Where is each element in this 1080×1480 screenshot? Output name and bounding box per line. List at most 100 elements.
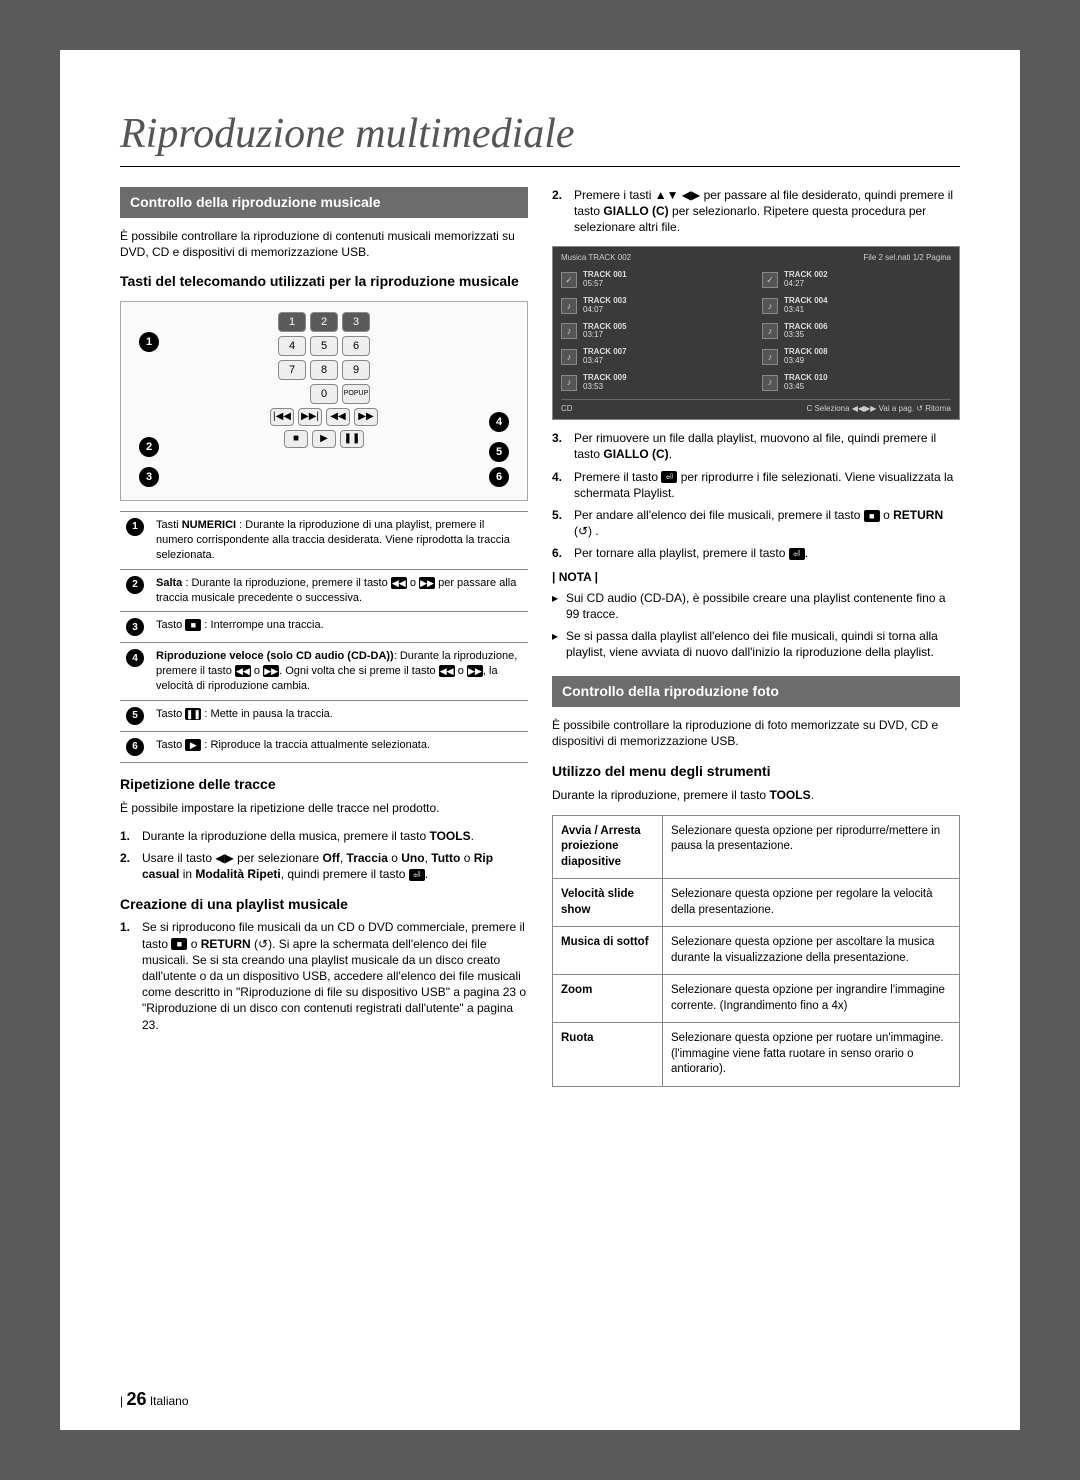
- tools-option-desc: Selezionare questa opzione per regolare …: [663, 879, 960, 927]
- legend-row: 5 Tasto ❚❚ : Mette in pausa la traccia.: [120, 700, 528, 731]
- track-item: ✓TRACK 00105:57: [561, 269, 750, 291]
- track-item: ♪TRACK 00304:07: [561, 295, 750, 317]
- tools-row: Velocità slide showSelezionare questa op…: [553, 879, 960, 927]
- music-control-header: Controllo della riproduzione musicale: [120, 187, 528, 218]
- music-note-icon: ♪: [561, 298, 577, 314]
- repeat-subhead: Ripetizione delle tracce: [120, 775, 528, 794]
- legend-num: 6: [126, 738, 144, 756]
- remote-keypad: 1 2 3 4 5 6 7 8 9: [254, 312, 394, 452]
- page-number: 26: [126, 1389, 146, 1409]
- instruction-step: 4.Premere il tasto ⏎ per riprodurre i fi…: [552, 469, 960, 501]
- tools-option-name: Musica di sottof: [553, 927, 663, 975]
- key-1: 1: [278, 312, 306, 332]
- nota-item: Se si passa dalla playlist all'elenco de…: [552, 628, 960, 660]
- music-note-icon: ✓: [762, 272, 778, 288]
- remote-diagram: 1 2 3 4 5 6 7 8 9: [120, 301, 528, 501]
- left-column: Controllo della riproduzione musicale È …: [120, 187, 528, 1087]
- music-header-left: Musica TRACK 002: [561, 253, 631, 264]
- legend-desc: Riproduzione veloce (solo CD audio (CD-D…: [150, 643, 528, 701]
- music-header-right: File 2 sel.nati 1/2 Pagina: [863, 253, 951, 264]
- legend-desc: Salta : Durante la riproduzione, premere…: [150, 569, 528, 612]
- key-ffwd: ▶▶: [354, 408, 378, 426]
- tools-option-desc: Selezionare questa opzione per ingrandir…: [663, 975, 960, 1023]
- music-note-icon: ✓: [561, 272, 577, 288]
- photo-intro: È possibile controllare la riproduzione …: [552, 717, 960, 749]
- manual-page: Riproduzione multimediale Controllo dell…: [60, 50, 1020, 1430]
- key-rew: ◀◀: [326, 408, 350, 426]
- playlist-steps: 1.Se si riproducono file musicali da un …: [120, 919, 528, 1032]
- legend-num: 4: [126, 649, 144, 667]
- music-bottom-left: CD: [561, 404, 573, 415]
- nota-item: Sui CD audio (CD-DA), è possibile creare…: [552, 590, 960, 622]
- track-item: ♪TRACK 00903:53: [561, 372, 750, 394]
- page-title: Riproduzione multimediale: [120, 110, 960, 167]
- music-note-icon: ♪: [762, 298, 778, 314]
- legend-row: 4 Riproduzione veloce (solo CD audio (CD-…: [120, 643, 528, 701]
- callout-3: 3: [139, 467, 159, 487]
- music-intro: È possibile controllare la riproduzione …: [120, 228, 528, 260]
- track-item: ♪TRACK 01003:45: [762, 372, 951, 394]
- tools-row: Musica di sottofSelezionare questa opzio…: [553, 927, 960, 975]
- key-stop: ■: [284, 430, 308, 448]
- track-item: ♪TRACK 00503:17: [561, 321, 750, 343]
- callout-6: 6: [489, 467, 509, 487]
- tools-row: ZoomSelezionare questa opzione per ingra…: [553, 975, 960, 1023]
- tools-option-name: Velocità slide show: [553, 879, 663, 927]
- key-popup: POPUP: [342, 384, 370, 404]
- music-bottom-right: C Seleziona ◀◀▶▶ Vai a pag. ↺ Ritorna: [806, 404, 951, 415]
- tools-option-desc: Selezionare questa opzione per ruotare u…: [663, 1023, 960, 1087]
- music-note-icon: ♪: [561, 375, 577, 391]
- key-5: 5: [310, 336, 338, 356]
- step-2: Premere i tasti ▲▼ ◀▶ per passare al fil…: [574, 187, 960, 236]
- tools-option-name: Zoom: [553, 975, 663, 1023]
- repeat-step: 2.Usare il tasto ◀▶ per selezionare Off,…: [120, 850, 528, 882]
- track-item: ♪TRACK 00403:41: [762, 295, 951, 317]
- legend-row: 3 Tasto ■ : Interrompe una traccia.: [120, 612, 528, 643]
- nota-list: Sui CD audio (CD-DA), è possibile creare…: [552, 590, 960, 661]
- key-9: 9: [342, 360, 370, 380]
- legend-desc: Tasto ❚❚ : Mette in pausa la traccia.: [150, 700, 528, 731]
- continued-steps: 2.Premere i tasti ▲▼ ◀▶ per passare al f…: [552, 187, 960, 236]
- music-list-screenshot: Musica TRACK 002 File 2 sel.nati 1/2 Pag…: [552, 246, 960, 421]
- track-item: ♪TRACK 00803:49: [762, 346, 951, 368]
- legend-num: 3: [126, 618, 144, 636]
- tools-menu-table: Avvia / Arresta proiezione diapositiveSe…: [552, 815, 960, 1087]
- key-next: ▶▶|: [298, 408, 322, 426]
- music-note-icon: ♪: [762, 375, 778, 391]
- language-label: Italiano: [150, 1394, 189, 1408]
- key-8: 8: [310, 360, 338, 380]
- right-steps: 3.Per rimuovere un file dalla playlist, …: [552, 430, 960, 561]
- legend-row: 2 Salta : Durante la riproduzione, premer…: [120, 569, 528, 612]
- legend-desc: Tasti NUMERICI : Durante la riproduzione…: [150, 512, 528, 570]
- legend-desc: Tasto ■ : Interrompe una traccia.: [150, 612, 528, 643]
- key-2: 2: [310, 312, 338, 332]
- track-item: ♪TRACK 00603:35: [762, 321, 951, 343]
- page-footer: | 26 Italiano: [120, 1389, 189, 1410]
- instruction-step: 5.Per andare all'elenco dei file musical…: [552, 507, 960, 539]
- right-column: 2.Premere i tasti ▲▼ ◀▶ per passare al f…: [552, 187, 960, 1087]
- legend-row: 1Tasti NUMERICI : Durante la riproduzion…: [120, 512, 528, 570]
- two-column-layout: Controllo della riproduzione musicale È …: [120, 187, 960, 1087]
- legend-num: 2: [126, 576, 144, 594]
- music-note-icon: ♪: [762, 323, 778, 339]
- tools-option-desc: Selezionare questa opzione per riprodurr…: [663, 815, 960, 879]
- callout-4: 4: [489, 412, 509, 432]
- legend-row: 6Tasto ▶ : Riproduce la traccia attualme…: [120, 731, 528, 762]
- music-note-icon: ♪: [762, 349, 778, 365]
- tools-option-desc: Selezionare questa opzione per ascoltare…: [663, 927, 960, 975]
- callout-1: 1: [139, 332, 159, 352]
- key-4: 4: [278, 336, 306, 356]
- key-7: 7: [278, 360, 306, 380]
- key-3: 3: [342, 312, 370, 332]
- instruction-step: 3.Per rimuovere un file dalla playlist, …: [552, 430, 960, 462]
- track-item: ♪TRACK 00703:47: [561, 346, 750, 368]
- remote-keys-subhead: Tasti del telecomando utilizzati per la …: [120, 272, 528, 291]
- tools-option-name: Ruota: [553, 1023, 663, 1087]
- music-note-icon: ♪: [561, 323, 577, 339]
- repeat-intro: È possibile impostare la ripetizione del…: [120, 800, 528, 816]
- tools-subhead: Utilizzo del menu degli strumenti: [552, 762, 960, 781]
- key-6: 6: [342, 336, 370, 356]
- key-0: 0: [310, 384, 338, 404]
- remote-legend-table: 1Tasti NUMERICI : Durante la riproduzion…: [120, 511, 528, 763]
- legend-num: 5: [126, 707, 144, 725]
